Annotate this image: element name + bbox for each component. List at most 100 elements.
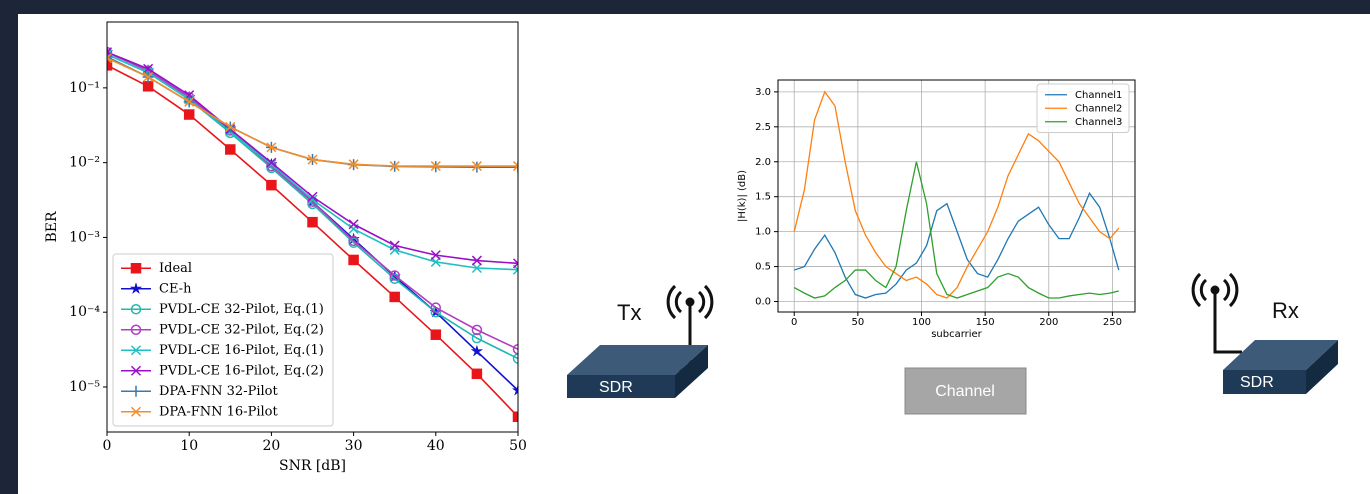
x-tick-label: 150 [976, 317, 995, 328]
series-line [107, 51, 518, 350]
channel-label: Channel [935, 383, 995, 400]
marker [471, 368, 483, 380]
marker [471, 324, 483, 336]
channel-box [904, 367, 1027, 415]
x-tick-label: 40 [427, 438, 445, 454]
legend-label: DPA-FNN 16-Pilot [159, 404, 278, 419]
x-tick-label: 0 [791, 317, 797, 328]
marker [225, 144, 236, 155]
marker [512, 161, 518, 172]
x-axis-label: SNR [dB] [279, 458, 346, 474]
y-tick-label: 3.0 [755, 87, 771, 98]
marker [471, 255, 482, 266]
x-tick-label: 250 [1103, 317, 1122, 328]
marker [430, 329, 442, 340]
y-tick-label: 2.0 [755, 157, 771, 168]
legend-label: Channel1 [1075, 90, 1122, 101]
marker [129, 281, 143, 295]
marker [143, 63, 154, 74]
legend-label: PVDL-CE 16-Pilot, Eq.(1) [159, 343, 324, 358]
x-tick-label: 10 [180, 438, 198, 454]
legend-label: CE-h [159, 281, 192, 296]
marker [130, 345, 142, 356]
marker [471, 262, 482, 274]
marker [225, 121, 236, 132]
legend-box [1036, 83, 1130, 133]
legend-label: PVDL-CE 32-Pilot, Eq.(2) [159, 322, 324, 337]
marker [389, 240, 400, 251]
marker [266, 142, 277, 153]
marker [389, 270, 400, 281]
x-tick-label: 50 [851, 317, 864, 328]
y-tick-label: 10⁻² [69, 155, 100, 171]
plot-frame [777, 79, 1136, 313]
marker [430, 250, 441, 261]
marker [512, 353, 518, 364]
marker [470, 344, 484, 357]
x-axis-label: subcarrier [931, 329, 982, 340]
marker [107, 53, 113, 64]
marker [130, 324, 142, 335]
marker [266, 179, 277, 191]
marker [348, 159, 359, 170]
y-tick-label: 1.5 [755, 192, 771, 203]
marker [471, 332, 483, 344]
marker [130, 304, 142, 315]
marker [307, 216, 318, 228]
plot-series [107, 45, 518, 422]
y-tick-label: 0.5 [755, 262, 771, 273]
marker [143, 71, 154, 82]
legend-label: Channel3 [1075, 117, 1122, 128]
marker [512, 343, 518, 355]
y-tick-label: 0.0 [755, 297, 771, 308]
marker [142, 81, 154, 92]
marker [389, 291, 400, 303]
plot-frame [106, 21, 519, 433]
marker [130, 365, 142, 376]
legend-label: DPA-FNN 32-Pilot [159, 384, 278, 399]
y-tick-label: 1.0 [755, 227, 771, 238]
marker [512, 258, 518, 269]
rx-sdr [1223, 340, 1338, 394]
marker [389, 161, 400, 172]
y-tick-label: 10⁻⁵ [69, 379, 100, 395]
marker [471, 161, 482, 172]
y-axis-label: BER [44, 211, 60, 243]
tx-label: Tx [617, 300, 641, 325]
plot-series [793, 90, 1120, 299]
marker [183, 109, 195, 120]
marker [107, 46, 113, 58]
marker [266, 159, 277, 170]
chart: 0 10 20 30 40 50 10⁻¹ 10⁻² 10⁻³ 10⁻⁴ 10⁻⁵ SNR [dB] B… [44, 21, 527, 474]
marker [430, 302, 442, 313]
y-tick-label: 10⁻⁴ [69, 304, 100, 320]
x-tick-label: 20 [262, 438, 280, 454]
marker [348, 219, 359, 230]
marker [511, 383, 518, 396]
series-line [793, 90, 1120, 299]
marker [307, 194, 318, 205]
marker [307, 154, 318, 165]
rx-antenna [1191, 272, 1242, 354]
marker [184, 96, 195, 107]
marker [130, 263, 142, 274]
legend-label: PVDL-CE 16-Pilot, Eq.(2) [159, 363, 324, 378]
marker [348, 235, 359, 247]
y-tick-label: 2.5 [755, 122, 771, 133]
rx-label: Rx [1272, 298, 1299, 323]
legend-label: Ideal [159, 261, 192, 276]
marker [471, 161, 483, 173]
marker [307, 191, 318, 202]
tx-sdr [567, 345, 708, 398]
marker [512, 411, 518, 422]
rx-device: SDR [1240, 374, 1274, 391]
marker [348, 254, 359, 266]
legend-box [112, 253, 334, 427]
x-tick-label: 50 [509, 438, 527, 454]
x-tick-label: 200 [1039, 317, 1058, 328]
marker [512, 161, 518, 173]
x-tick-label: 30 [345, 438, 363, 454]
marker [130, 406, 142, 417]
y-tick-label: 10⁻¹ [69, 80, 100, 96]
